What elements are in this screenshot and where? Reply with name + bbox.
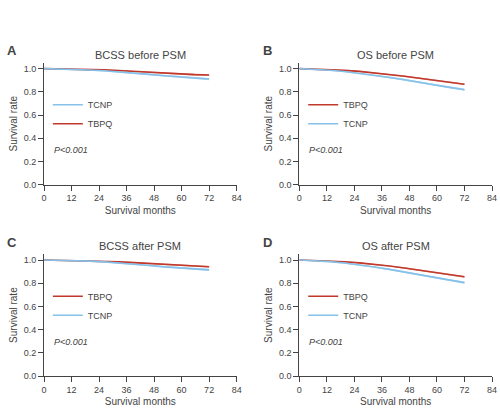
- svg-text:0.6: 0.6: [279, 302, 292, 312]
- svg-text:72: 72: [459, 385, 469, 395]
- svg-text:TBPQ: TBPQ: [343, 100, 368, 110]
- svg-text:0.2: 0.2: [279, 157, 292, 167]
- svg-text:1.0: 1.0: [24, 255, 37, 265]
- svg-text:0.4: 0.4: [24, 133, 37, 143]
- svg-text:12: 12: [67, 193, 77, 203]
- svg-text:A: A: [7, 43, 17, 58]
- svg-text:0.4: 0.4: [24, 325, 37, 335]
- svg-text:24: 24: [349, 193, 359, 203]
- svg-text:72: 72: [459, 193, 469, 203]
- svg-text:0.8: 0.8: [24, 278, 37, 288]
- svg-text:84: 84: [487, 385, 497, 395]
- svg-text:OS before PSM: OS before PSM: [357, 49, 434, 61]
- svg-text:48: 48: [404, 385, 414, 395]
- svg-text:0.0: 0.0: [24, 180, 37, 190]
- svg-text:12: 12: [322, 385, 332, 395]
- svg-text:0.0: 0.0: [279, 180, 292, 190]
- svg-text:12: 12: [322, 193, 332, 203]
- svg-text:Survival months: Survival months: [105, 205, 176, 216]
- svg-text:60: 60: [432, 193, 442, 203]
- svg-text:Survival rate: Survival rate: [263, 95, 274, 151]
- svg-text:TCNP: TCNP: [88, 100, 113, 110]
- svg-text:0.8: 0.8: [279, 87, 292, 97]
- svg-text:0.2: 0.2: [279, 348, 292, 358]
- svg-text:1.0: 1.0: [279, 255, 292, 265]
- svg-text:0.8: 0.8: [24, 87, 37, 97]
- svg-text:0.6: 0.6: [279, 110, 292, 120]
- svg-text:TCNP: TCNP: [343, 119, 368, 129]
- svg-text:84: 84: [487, 193, 497, 203]
- svg-text:60: 60: [177, 193, 187, 203]
- svg-text:TCNP: TCNP: [88, 311, 113, 321]
- svg-text:72: 72: [204, 385, 214, 395]
- svg-text:Survival rate: Survival rate: [8, 95, 19, 151]
- svg-text:P<0.001: P<0.001: [54, 145, 88, 155]
- svg-text:0: 0: [297, 385, 302, 395]
- svg-text:TBPQ: TBPQ: [88, 292, 113, 302]
- svg-text:C: C: [7, 235, 17, 250]
- svg-text:0.0: 0.0: [24, 371, 37, 381]
- svg-text:BCSS before PSM: BCSS before PSM: [95, 49, 186, 61]
- svg-text:84: 84: [232, 385, 242, 395]
- svg-text:48: 48: [404, 193, 414, 203]
- svg-text:0: 0: [41, 193, 46, 203]
- svg-text:48: 48: [149, 385, 159, 395]
- svg-text:BCSS after PSM: BCSS after PSM: [99, 240, 181, 252]
- svg-text:P<0.001: P<0.001: [309, 337, 343, 347]
- svg-text:0: 0: [297, 193, 302, 203]
- svg-text:0.4: 0.4: [279, 133, 292, 143]
- svg-text:Survival months: Survival months: [360, 396, 431, 407]
- svg-text:0.2: 0.2: [24, 348, 37, 358]
- svg-text:TCNP: TCNP: [343, 311, 368, 321]
- svg-text:72: 72: [204, 193, 214, 203]
- svg-text:0.6: 0.6: [24, 110, 37, 120]
- svg-text:1.0: 1.0: [279, 64, 292, 74]
- svg-text:36: 36: [377, 385, 387, 395]
- svg-text:1.0: 1.0: [24, 64, 37, 74]
- svg-text:12: 12: [67, 385, 77, 395]
- svg-text:Survival months: Survival months: [360, 205, 431, 216]
- svg-text:Survival months: Survival months: [105, 396, 176, 407]
- svg-text:Survival rate: Survival rate: [263, 287, 274, 343]
- svg-text:0.4: 0.4: [279, 325, 292, 335]
- svg-text:TBPQ: TBPQ: [343, 292, 368, 302]
- svg-text:P<0.001: P<0.001: [309, 145, 343, 155]
- svg-text:0.8: 0.8: [279, 278, 292, 288]
- svg-text:24: 24: [94, 385, 104, 395]
- svg-text:D: D: [263, 235, 272, 250]
- svg-text:36: 36: [122, 385, 132, 395]
- svg-text:60: 60: [432, 385, 442, 395]
- svg-text:36: 36: [377, 193, 387, 203]
- svg-text:24: 24: [349, 385, 359, 395]
- svg-text:24: 24: [94, 193, 104, 203]
- svg-text:Survival rate: Survival rate: [8, 287, 19, 343]
- svg-text:48: 48: [149, 193, 159, 203]
- svg-text:0.0: 0.0: [279, 371, 292, 381]
- svg-text:36: 36: [122, 193, 132, 203]
- svg-text:B: B: [263, 43, 272, 58]
- svg-text:0: 0: [41, 385, 46, 395]
- svg-text:OS after PSM: OS after PSM: [362, 240, 430, 252]
- svg-text:60: 60: [177, 385, 187, 395]
- svg-text:0.6: 0.6: [24, 302, 37, 312]
- svg-text:TBPQ: TBPQ: [88, 119, 113, 129]
- svg-text:P<0.001: P<0.001: [54, 337, 88, 347]
- svg-text:84: 84: [232, 193, 242, 203]
- svg-text:0.2: 0.2: [24, 157, 37, 167]
